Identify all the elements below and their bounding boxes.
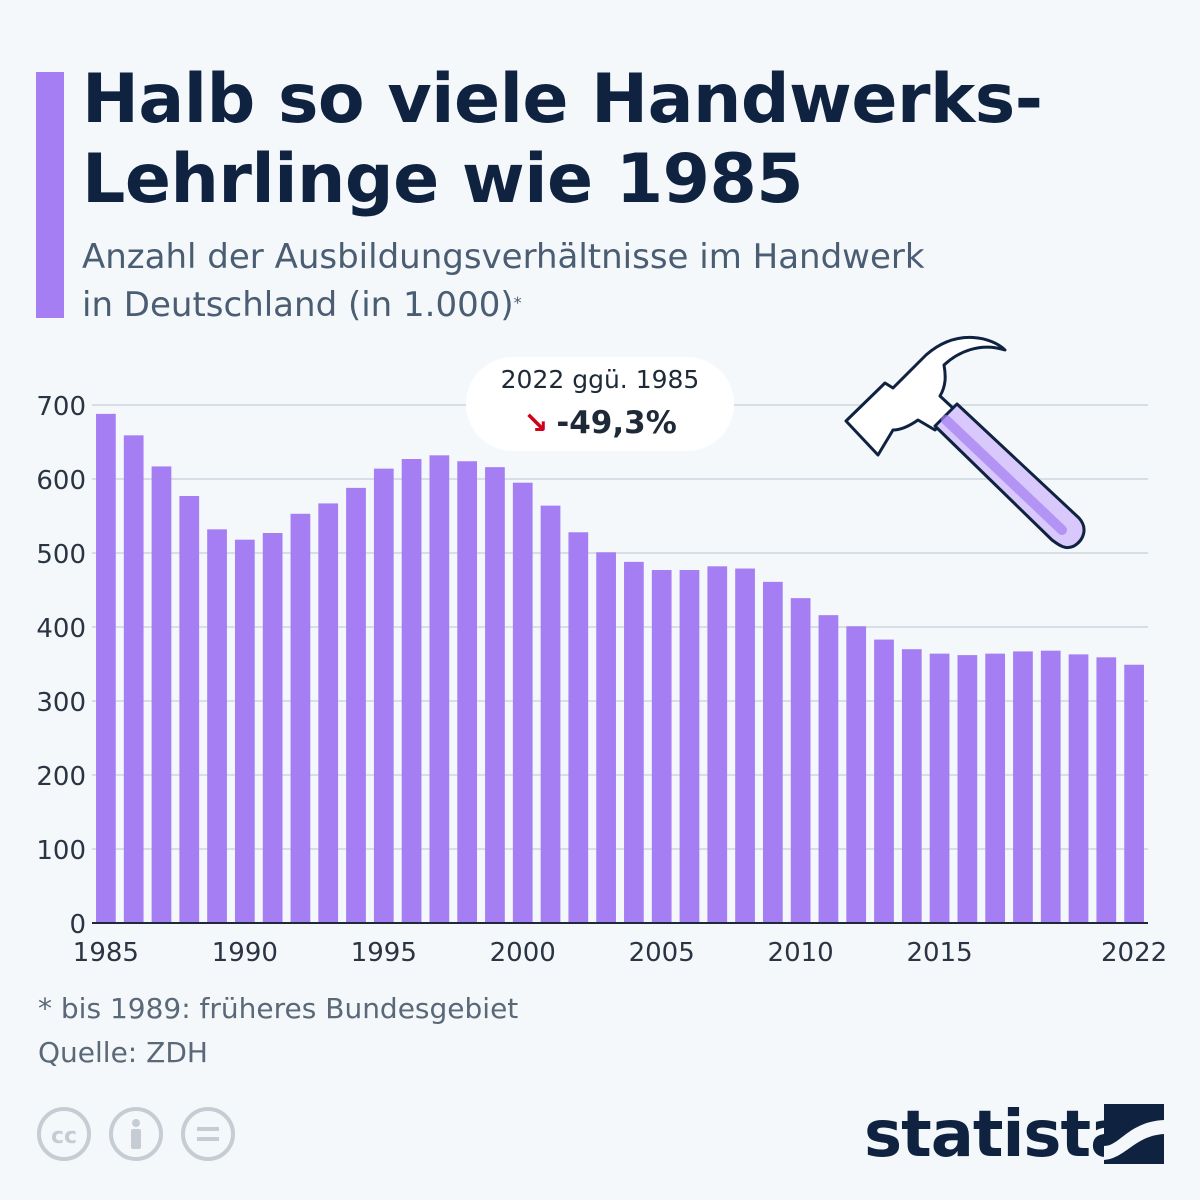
chart-subtitle: Anzahl der Ausbildungsverhältnisse im Ha… (82, 233, 925, 335)
bar-2018 (1013, 651, 1033, 923)
chart-title: Halb so viele Handwerks- Lehrlinge wie 1… (82, 60, 1043, 220)
bar-1999 (485, 467, 505, 923)
x-tick-label: 2015 (906, 938, 972, 968)
statista-wordmark: statista (864, 1098, 1133, 1172)
subtitle-line-1: Anzahl der Ausbildungsverhältnisse im Ha… (82, 237, 925, 277)
bar-1994 (346, 487, 366, 923)
y-tick-label: 200 (36, 762, 86, 792)
bar-2009 (762, 581, 783, 923)
x-tick-label: 2000 (490, 938, 556, 968)
bar-1985 (96, 413, 116, 923)
attribution-icon[interactable] (109, 1107, 163, 1161)
y-tick-label: 100 (36, 836, 86, 866)
no-derivatives-icon[interactable] (181, 1107, 235, 1161)
license-icons[interactable]: cc (36, 1106, 256, 1162)
bar-2005 (651, 570, 672, 923)
bar-1997 (429, 455, 450, 923)
bar-2020 (1068, 654, 1089, 923)
bar-2015 (929, 653, 950, 923)
svg-text:cc: cc (51, 1124, 77, 1149)
bar-1989 (207, 529, 227, 923)
bars (96, 413, 1144, 923)
bar-1990 (234, 539, 255, 923)
title-line-2: Lehrlinge wie 1985 (82, 140, 804, 219)
bar-1996 (401, 459, 422, 923)
subtitle-line-2: in Deutschland (in 1.000)* (82, 281, 925, 335)
y-tick-label: 0 (69, 910, 86, 940)
title-accent-bar (36, 72, 64, 318)
bar-2010 (790, 598, 811, 923)
y-tick-label: 600 (36, 466, 86, 496)
y-tick-label: 400 (36, 614, 86, 644)
bar-2016 (957, 655, 978, 923)
callout-value: -49,3% (556, 405, 677, 441)
x-tick-label: 2022 (1101, 938, 1167, 968)
y-tick-label: 300 (36, 688, 86, 718)
bar-1987 (151, 466, 172, 923)
x-tick-label: 1990 (212, 938, 278, 968)
bar-1995 (373, 468, 394, 923)
bar-2014 (901, 649, 922, 923)
footnote: * bis 1989: früheres Bundesgebiet (38, 992, 519, 1025)
bar-2004 (624, 561, 644, 923)
bar-2007 (707, 566, 728, 923)
bar-2006 (679, 570, 700, 923)
cc-icon[interactable]: cc (37, 1107, 91, 1161)
bar-1988 (179, 496, 200, 923)
bar-1993 (318, 503, 339, 923)
bar-2021 (1096, 657, 1117, 923)
x-tick-label: 1985 (73, 938, 139, 968)
bar-2013 (874, 639, 894, 923)
callout-label: 2022 ggü. 1985 (500, 365, 700, 394)
callout-value-row: ↘ -49,3% (466, 405, 734, 441)
statista-logo[interactable]: statista (864, 1098, 1133, 1172)
axes: 0 100 200 300 400 500 600 700 1985 1990 1995 2000 20… (36, 392, 1167, 968)
bar-2002 (568, 532, 589, 923)
title-line-1: Halb so viele Handwerks- (82, 60, 1043, 139)
down-right-arrow-icon: ↘ (523, 406, 549, 441)
statista-logo-icon (1104, 1104, 1164, 1164)
bar-2017 (985, 653, 1006, 923)
source-note: Quelle: ZDH (38, 1036, 208, 1069)
hammer-icon (844, 336, 1086, 550)
bar-2019 (1040, 650, 1061, 923)
bar-1992 (290, 513, 311, 923)
x-tick-label: 2010 (768, 938, 834, 968)
bar-2003 (596, 552, 616, 923)
bar-2008 (735, 568, 755, 923)
bar-2022 (1124, 664, 1144, 923)
change-callout: 2022 ggü. 1985 ↘ -49,3% (466, 357, 734, 451)
bar-chart: 0 100 200 300 400 500 600 700 1985 1990 1995 2000 20… (36, 336, 1167, 968)
bar-2012 (846, 626, 867, 923)
bar-1998 (457, 461, 478, 923)
x-tick-label: 1995 (351, 938, 417, 968)
subtitle-footnote-marker: * (513, 293, 522, 312)
x-tick-label: 2005 (629, 938, 695, 968)
bar-1991 (262, 533, 283, 923)
y-tick-label: 700 (36, 392, 86, 422)
bar-2000 (512, 482, 533, 923)
subtitle-line-2-text: in Deutschland (in 1.000) (82, 285, 514, 325)
y-tick-label: 500 (36, 540, 86, 570)
bar-1986 (123, 435, 144, 923)
bar-2011 (818, 615, 839, 923)
bar-2001 (540, 505, 561, 923)
